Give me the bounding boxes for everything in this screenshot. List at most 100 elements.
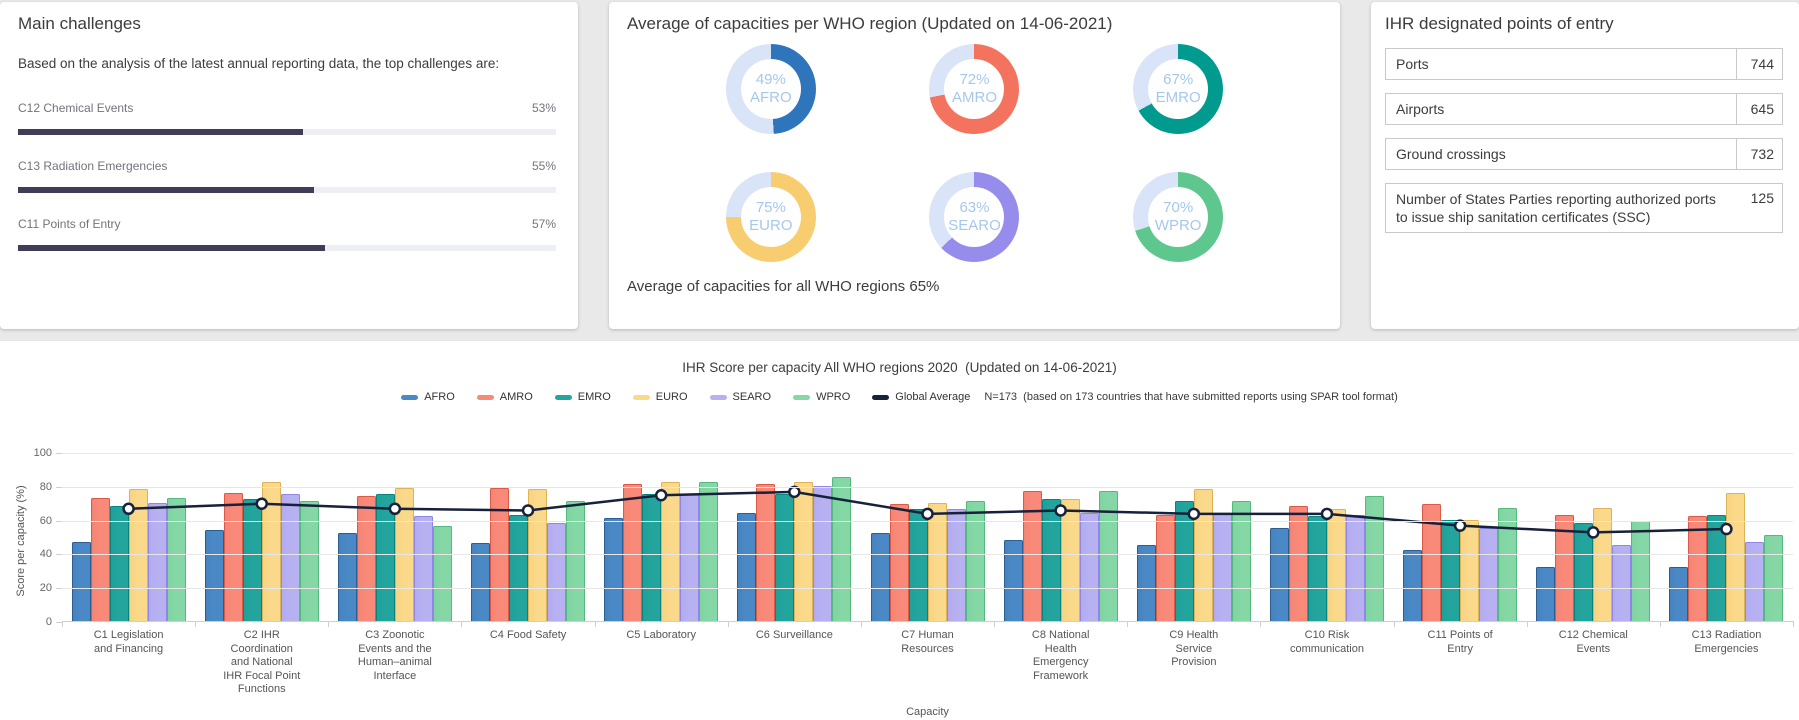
bar-afro-c12[interactable] — [1536, 566, 1556, 621]
x-tick-mark — [1526, 621, 1528, 627]
bar-afro-c3[interactable] — [337, 533, 357, 621]
bar-emro-c8[interactable] — [1041, 499, 1061, 621]
bar-amro-c11[interactable] — [1422, 504, 1442, 621]
legend-item-wpro[interactable]: WPRO — [793, 391, 850, 403]
bar-euro-c5[interactable] — [661, 482, 681, 621]
bar-searo-c11[interactable] — [1479, 528, 1499, 621]
bar-emro-c6[interactable] — [775, 494, 795, 621]
bar-afro-c1[interactable] — [71, 541, 91, 621]
bar-wpro-c9[interactable] — [1231, 501, 1251, 621]
bar-wpro-c11[interactable] — [1498, 507, 1518, 621]
bar-emro-c2[interactable] — [242, 499, 262, 621]
bar-emro-c5[interactable] — [642, 494, 662, 621]
bar-wpro-c8[interactable] — [1098, 490, 1118, 621]
bar-wpro-c10[interactable] — [1364, 495, 1384, 621]
legend-label: AFRO — [424, 391, 455, 403]
top-panels: Main challenges Based on the analysis of… — [0, 0, 1799, 330]
bar-wpro-c2[interactable] — [299, 501, 319, 621]
challenge-row: C13 Radiation Emergencies 55% — [18, 159, 556, 193]
bar-euro-c8[interactable] — [1060, 499, 1080, 621]
bar-euro-c2[interactable] — [261, 482, 281, 621]
bar-emro-c11[interactable] — [1441, 519, 1461, 621]
bar-amro-c8[interactable] — [1022, 490, 1042, 621]
donut-wpro: 70% WPRO — [1133, 172, 1224, 262]
challenge-row: C12 Chemical Events 53% — [18, 101, 556, 135]
bar-afro-c8[interactable] — [1003, 539, 1023, 621]
bar-searo-c9[interactable] — [1212, 512, 1232, 621]
bar-wpro-c12[interactable] — [1631, 521, 1651, 621]
bar-emro-c13[interactable] — [1707, 514, 1727, 621]
bar-amro-c5[interactable] — [623, 484, 643, 621]
bar-afro-c4[interactable] — [471, 543, 491, 621]
donut-percent: 67% — [1163, 71, 1194, 88]
bar-amro-c1[interactable] — [90, 497, 110, 621]
bar-afro-c5[interactable] — [604, 517, 624, 621]
bar-searo-c7[interactable] — [946, 509, 966, 621]
bar-amro-c3[interactable] — [356, 495, 376, 621]
bar-searo-c4[interactable] — [547, 522, 567, 621]
legend-item-global-average[interactable]: Global Average — [872, 391, 970, 403]
bar-emro-c3[interactable] — [375, 494, 395, 621]
bar-emro-c1[interactable] — [109, 506, 129, 621]
bar-emro-c9[interactable] — [1174, 501, 1194, 621]
bar-searo-c8[interactable] — [1079, 512, 1099, 621]
bar-wpro-c6[interactable] — [832, 477, 852, 621]
bar-emro-c10[interactable] — [1307, 516, 1327, 621]
bar-euro-c12[interactable] — [1593, 507, 1613, 621]
poe-row-value: 744 — [1736, 49, 1782, 79]
bar-emro-c12[interactable] — [1574, 522, 1594, 621]
bar-groups — [62, 453, 1793, 621]
bar-amro-c2[interactable] — [223, 492, 243, 621]
bar-afro-c9[interactable] — [1136, 544, 1156, 621]
bar-group-c5 — [595, 453, 728, 621]
x-tick-mark — [328, 621, 330, 627]
bar-amro-c9[interactable] — [1155, 514, 1175, 621]
challenge-value: 55% — [531, 159, 556, 173]
donut-region-label: WPRO — [1154, 217, 1202, 234]
bar-euro-c6[interactable] — [794, 482, 814, 621]
bar-amro-c10[interactable] — [1288, 506, 1308, 621]
bar-euro-c13[interactable] — [1726, 492, 1746, 621]
bar-amro-c6[interactable] — [756, 484, 776, 621]
bar-wpro-c4[interactable] — [566, 501, 586, 621]
bar-emro-c4[interactable] — [509, 514, 529, 621]
y-axis-title: Score per capacity (%) — [15, 485, 27, 597]
challenge-label: C11 Points of Entry — [18, 217, 121, 231]
bar-euro-c10[interactable] — [1326, 509, 1346, 621]
legend-item-searo[interactable]: SEARO — [709, 391, 771, 403]
bar-amro-c13[interactable] — [1688, 516, 1708, 621]
legend-item-afro[interactable]: AFRO — [401, 391, 455, 403]
bar-afro-c6[interactable] — [737, 512, 757, 621]
bar-afro-c13[interactable] — [1669, 566, 1689, 621]
bar-searo-c10[interactable] — [1345, 514, 1365, 621]
bar-euro-c11[interactable] — [1460, 519, 1480, 621]
donut-region-label: AMRO — [951, 89, 997, 106]
bar-afro-c2[interactable] — [204, 529, 224, 621]
bar-amro-c12[interactable] — [1555, 514, 1575, 621]
bar-wpro-c7[interactable] — [965, 501, 985, 621]
legend-item-emro[interactable]: EMRO — [554, 391, 611, 403]
bar-searo-c3[interactable] — [413, 516, 433, 621]
main-challenges-title: Main challenges — [18, 14, 141, 33]
donut-region-label: AFRO — [749, 89, 792, 106]
donut-percent: 49% — [755, 71, 786, 88]
bar-wpro-c1[interactable] — [166, 497, 186, 621]
bar-afro-c11[interactable] — [1403, 550, 1423, 621]
bar-searo-c12[interactable] — [1612, 544, 1632, 621]
bar-afro-c7[interactable] — [870, 533, 890, 621]
series-swatch-icon — [632, 394, 650, 400]
bar-wpro-c3[interactable] — [432, 526, 452, 621]
plot-area: 0 20 40 60 80 100 — [34, 447, 1794, 628]
legend-item-amro[interactable]: AMRO — [476, 391, 533, 403]
bar-wpro-c5[interactable] — [699, 482, 719, 621]
bar-emro-c7[interactable] — [908, 509, 928, 621]
x-tick-mark — [727, 621, 729, 627]
bar-afro-c10[interactable] — [1269, 528, 1289, 621]
legend-item-euro[interactable]: EURO — [632, 391, 688, 403]
challenge-bar-fill — [18, 129, 304, 135]
bar-searo-c2[interactable] — [280, 494, 300, 621]
bar-amro-c7[interactable] — [889, 504, 909, 621]
bar-wpro-c13[interactable] — [1764, 534, 1784, 621]
bar-searo-c13[interactable] — [1745, 541, 1765, 621]
bar-searo-c5[interactable] — [680, 494, 700, 621]
